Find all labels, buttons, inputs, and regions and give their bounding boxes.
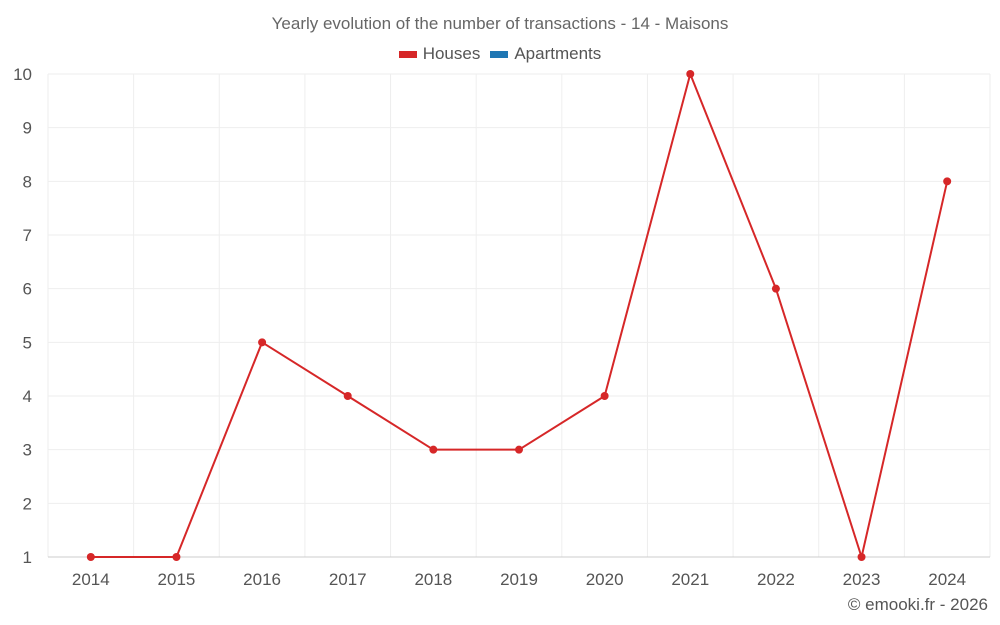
x-tick-label: 2024 [928,570,966,589]
x-tick-label: 2020 [586,570,624,589]
x-tick-label: 2017 [329,570,367,589]
y-tick-label: 1 [23,548,32,567]
data-point-houses [343,392,352,400]
y-tick-label: 4 [23,387,32,406]
legend-swatch-apartments [490,50,509,58]
y-tick-label: 8 [23,172,32,191]
y-tick-label: 10 [13,65,32,84]
data-point-houses [429,445,438,454]
legend-label-houses: Houses [422,44,481,63]
y-tick-label: 9 [23,119,32,138]
y-tick-label: 6 [23,280,32,299]
legend: Houses Apartments [0,44,1000,64]
data-point-houses [86,553,95,561]
y-tick-label: 7 [23,226,32,245]
data-point-houses [686,70,695,78]
data-point-houses [515,445,523,454]
data-point-houses [172,553,181,561]
data-point-houses [600,392,609,400]
credit-text: © emooki.fr - 2026 [847,595,988,614]
x-tick-label: 2022 [757,570,795,589]
x-tick-label: 2016 [243,570,281,589]
data-point-houses [943,177,952,186]
legend-label-apartments: Apartments [514,44,602,63]
legend-item-apartments[interactable]: Apartments [490,44,601,64]
data-point-houses [258,338,267,347]
chart-title: Yearly evolution of the number of transa… [271,14,729,33]
data-point-houses [771,284,780,293]
x-tick-label: 2018 [414,570,452,589]
y-tick-label: 5 [23,333,32,352]
x-tick-label: 2021 [671,570,709,589]
y-tick-label: 3 [23,441,32,460]
x-tick-label: 2023 [843,570,881,589]
data-point-houses [857,553,866,561]
y-tick-label: 2 [23,494,32,513]
x-tick-label: 2015 [158,570,196,589]
x-tick-label: 2019 [500,570,538,589]
legend-swatch-houses [398,50,417,58]
x-tick-label: 2014 [72,570,110,589]
legend-item-houses[interactable]: Houses [398,44,481,64]
